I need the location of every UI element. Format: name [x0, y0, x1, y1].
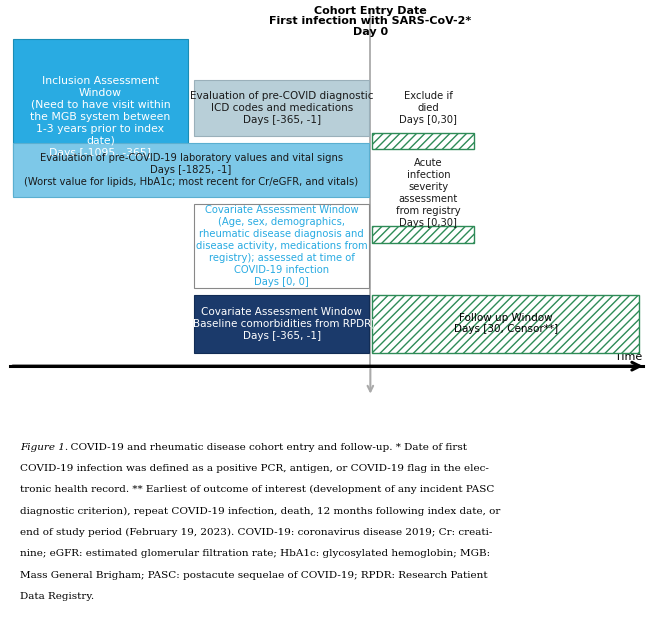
Text: Data Registry.: Data Registry. — [20, 592, 94, 601]
Text: Evaluation of pre-COVID diagnostic
ICD codes and medications
Days [-365, -1]: Evaluation of pre-COVID diagnostic ICD c… — [190, 92, 374, 125]
Text: Cohort Entry Date: Cohort Entry Date — [314, 6, 427, 17]
Text: Evaluation of pre-COVID-19 laboratory values and vital signs
Days [-1825, -1]
(W: Evaluation of pre-COVID-19 laboratory va… — [24, 153, 358, 187]
Text: nine; eGFR: estimated glomerular filtration rate; HbA1c: glycosylated hemoglobin: nine; eGFR: estimated glomerular filtrat… — [20, 550, 490, 558]
Text: Day 0: Day 0 — [353, 27, 388, 37]
Bar — [13, 39, 188, 195]
Text: Acute
infection
severity
assessment
from registry
Days [0,30]: Acute infection severity assessment from… — [396, 158, 461, 228]
Text: Exclude if
died
Days [0,30]: Exclude if died Days [0,30] — [399, 92, 457, 125]
Text: Covariate Assessment Window
(Baseline comorbidities from RPDR)
Days [-365, -1]: Covariate Assessment Window (Baseline co… — [188, 307, 375, 341]
Text: Figure 1.: Figure 1. — [20, 443, 68, 452]
Text: Covariate Assessment Window
(Age, sex, demographics,
rheumatic disease diagnosis: Covariate Assessment Window (Age, sex, d… — [196, 205, 368, 287]
Text: diagnostic criterion), repeat COVID-19 infection, death, 12 months following ind: diagnostic criterion), repeat COVID-19 i… — [20, 506, 500, 516]
Text: tronic health record. ** Earliest of outcome of interest (development of any inc: tronic health record. ** Earliest of out… — [20, 485, 494, 495]
Bar — [386, 80, 471, 136]
Text: Mass General Brigham; PASC: postacute sequelae of COVID-19; RPDR: Research Patie: Mass General Brigham; PASC: postacute se… — [20, 571, 488, 580]
Text: First infection with SARS-CoV-2*: First infection with SARS-CoV-2* — [270, 17, 471, 27]
Text: end of study period (February 19, 2023). COVID-19: coronavirus disease 2019; Cr:: end of study period (February 19, 2023).… — [20, 528, 492, 537]
Bar — [386, 143, 471, 243]
Text: Inclusion Assessment
Window
(Need to have visit within
the MGB system between
1-: Inclusion Assessment Window (Need to hav… — [30, 76, 171, 158]
Bar — [194, 80, 369, 136]
Text: Follow up Window
Days [30, Censor**]: Follow up Window Days [30, Censor**] — [454, 313, 558, 334]
Bar — [194, 295, 369, 353]
Text: COVID-19 and rheumatic disease cohort entry and follow-up. * Date of first: COVID-19 and rheumatic disease cohort en… — [64, 443, 467, 452]
Bar — [372, 133, 474, 149]
Bar — [372, 295, 639, 353]
Bar — [13, 143, 369, 197]
Text: Time: Time — [616, 352, 643, 361]
Bar — [372, 226, 474, 243]
Text: COVID-19 infection was defined as a positive PCR, antigen, or COVID-19 flag in t: COVID-19 infection was defined as a posi… — [20, 464, 488, 473]
Bar — [194, 204, 369, 288]
